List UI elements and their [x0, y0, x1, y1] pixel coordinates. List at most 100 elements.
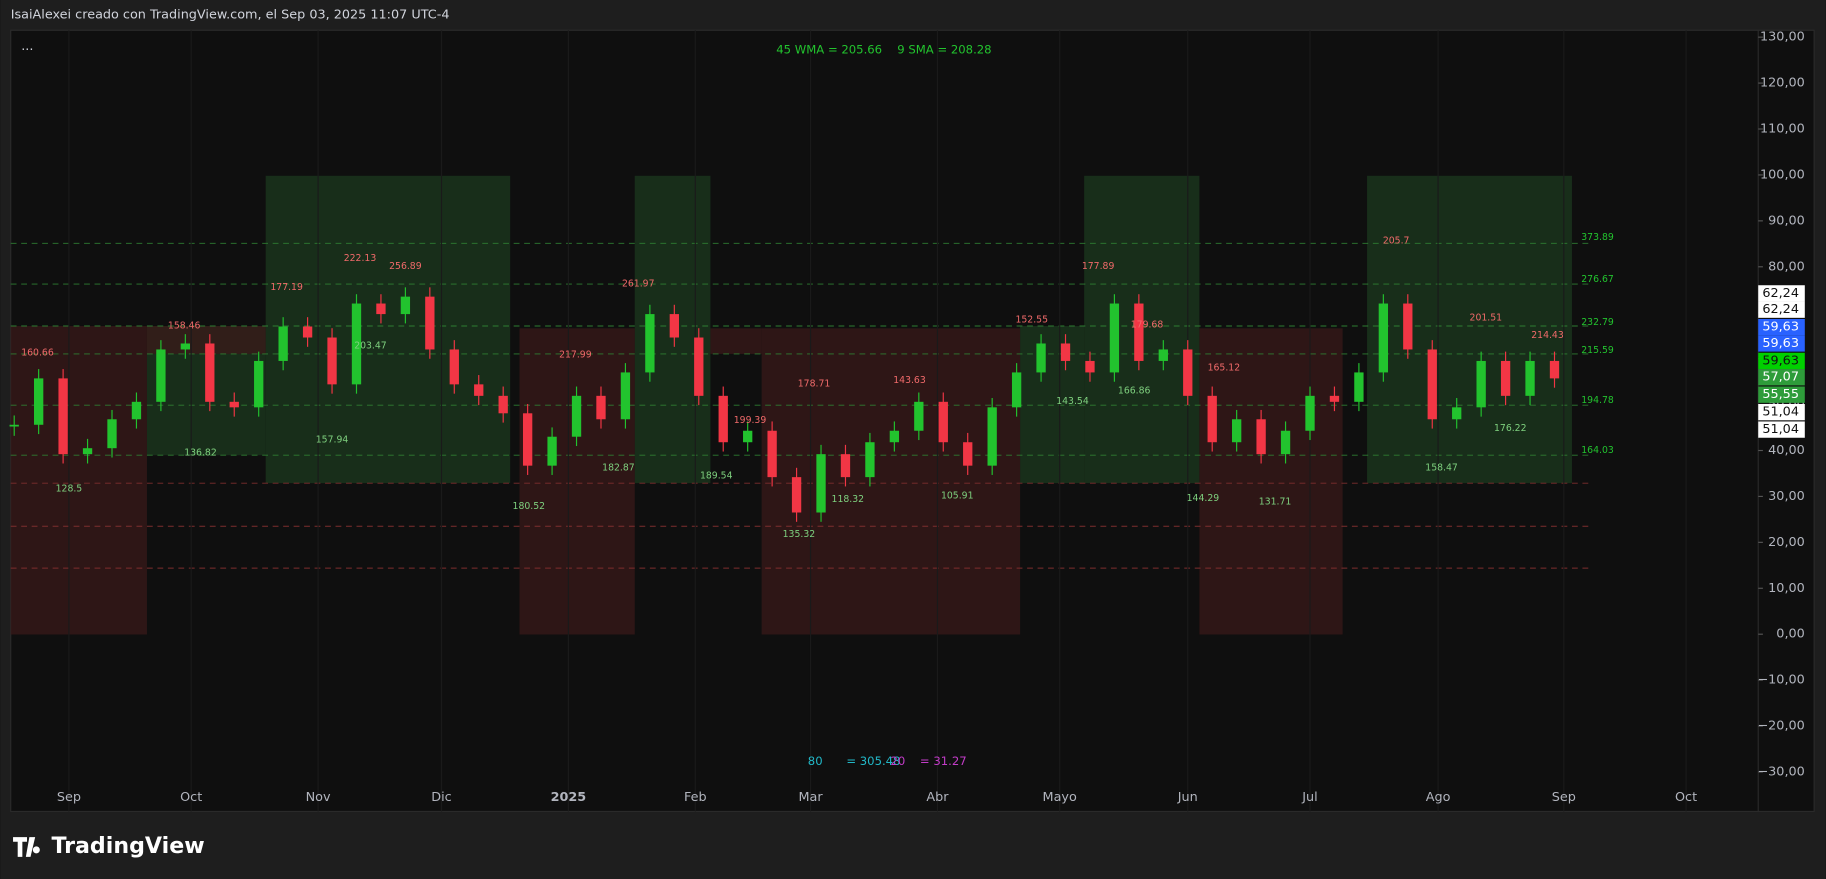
candle: [254, 360, 264, 408]
candle: [107, 419, 117, 449]
y-tick-label: −30,00: [1757, 764, 1804, 779]
candle: [1354, 372, 1364, 402]
red-zone: [519, 328, 635, 635]
price-tag-label: 51,04: [1762, 405, 1799, 420]
y-tick-label: 20,00: [1768, 535, 1805, 550]
price-tag-label: 51,04: [1762, 422, 1799, 437]
candle: [1280, 430, 1291, 455]
candle: [840, 454, 851, 478]
candle: [82, 448, 93, 455]
y-tick-label: 0,00: [1776, 627, 1805, 642]
pivot-label: 105.91: [941, 490, 974, 501]
candle: [1011, 372, 1022, 408]
green-zone: [265, 175, 511, 484]
y-tick-label: 130,00: [1760, 30, 1805, 45]
candle: [816, 454, 826, 513]
pivot-label: 165.12: [1208, 362, 1241, 373]
price-tag: [1758, 386, 1805, 403]
menu[interactable]: ···: [21, 43, 33, 58]
pivot-label: 136.82: [184, 447, 217, 458]
candle: [620, 372, 631, 420]
candle: [938, 401, 948, 443]
pivot-label: 180.52: [513, 501, 546, 512]
candle: [865, 442, 875, 478]
x-tick-label: Oct: [180, 790, 202, 805]
x-tick-label: 2025: [551, 790, 587, 805]
pivot-label: 189.54: [700, 471, 733, 482]
pivot-label: 199.39: [734, 415, 767, 426]
y-tick-label: 30,00: [1768, 489, 1805, 504]
pivot-label: 214.43: [1531, 330, 1564, 341]
pivot-label: 157.94: [316, 435, 349, 446]
price-tag: [1758, 301, 1805, 318]
plot: 130,00120,00110,00100,0090,0080,0070,006…: [9, 30, 1805, 812]
candle: [156, 349, 166, 402]
y-tick-label: 90,00: [1768, 213, 1805, 228]
pivot-label: 177.89: [1082, 261, 1115, 272]
red-zone: [10, 325, 147, 635]
x-tick-label: Nov: [306, 790, 331, 805]
candle: [1305, 395, 1315, 431]
candle: [1549, 360, 1560, 379]
candle: [1085, 360, 1095, 373]
pivot-label: 179.68: [1131, 319, 1164, 330]
candle: [987, 407, 997, 466]
legend-bottom: 20: [890, 754, 905, 768]
pivot-label: 144.29: [1187, 493, 1220, 504]
candle: [1403, 303, 1413, 350]
candle: [400, 296, 411, 315]
red-zone: [710, 328, 762, 354]
pivot-label: 217.99: [559, 350, 592, 361]
candle: [278, 326, 288, 361]
pivot-label: 205.7: [1383, 235, 1410, 246]
y-tick-label: 120,00: [1760, 76, 1805, 91]
legend-sma: 9 SMA = 208.28: [897, 43, 991, 57]
pivot-label: 158.47: [1425, 463, 1458, 474]
candle: [302, 326, 313, 338]
x-tick-label: Abr: [926, 790, 949, 805]
price-tag: [1758, 352, 1805, 370]
candle: [498, 395, 508, 414]
candle: [1158, 349, 1168, 361]
candle: [205, 343, 215, 402]
candle: [1256, 419, 1266, 455]
y-tick-label: 40,00: [1768, 443, 1805, 458]
x-tick-label: Ago: [1426, 790, 1451, 805]
pivot-label: 128.5: [56, 483, 83, 494]
credit: IsaiAlexei creado con TradingView.com, e…: [11, 8, 450, 23]
candle: [645, 314, 655, 373]
candle: [1109, 303, 1120, 373]
legend-wma: 45 WMA = 205.66: [776, 43, 882, 57]
candle: [229, 401, 239, 408]
candle: [180, 343, 191, 350]
candle: [425, 296, 435, 350]
pivot-label: 160.66: [21, 347, 54, 358]
candle: [791, 477, 802, 513]
candle: [767, 430, 777, 478]
candle: [1525, 360, 1535, 396]
candle: [1060, 343, 1071, 361]
pivot-label: 143.63: [893, 375, 926, 386]
y-tick-label: 110,00: [1760, 122, 1805, 137]
price-tag-label: 55,55: [1762, 387, 1799, 402]
price-tag-label: 59,63: [1762, 353, 1799, 368]
candle: [376, 303, 386, 315]
candle: [1232, 419, 1242, 443]
candle: [58, 378, 68, 455]
x-tick-label: Mayo: [1043, 790, 1077, 805]
candle: [1036, 343, 1046, 373]
candle: [669, 314, 679, 338]
candle: [547, 436, 557, 466]
level-label: 276.67: [1581, 274, 1614, 285]
pivot-label: 182.87: [602, 463, 635, 474]
logo-icon: [13, 837, 40, 857]
candle: [963, 442, 973, 466]
candle: [1207, 395, 1217, 443]
candle: [1500, 360, 1511, 396]
green-zone: [1367, 175, 1572, 484]
y-tick-label: 10,00: [1768, 581, 1805, 596]
price-tag: [1758, 319, 1805, 336]
candle: [889, 430, 900, 443]
x-tick-label: Sep: [1552, 790, 1576, 805]
